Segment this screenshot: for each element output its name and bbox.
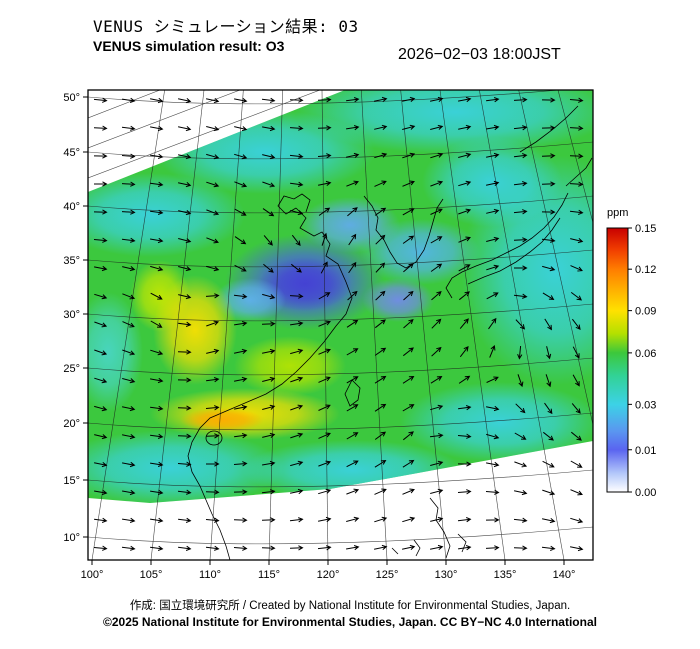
wind-arrows bbox=[93, 96, 584, 552]
x-tick-label: 125° bbox=[376, 569, 399, 581]
x-tick-label: 140° bbox=[553, 569, 576, 581]
credit-line: 作成: 国立環境研究所 / Created by National Instit… bbox=[129, 600, 571, 612]
x-tick-label: 115° bbox=[258, 569, 280, 581]
colorbar-tick-label: 0.12 bbox=[635, 264, 656, 276]
plot-frame bbox=[87, 89, 594, 561]
x-axis: 100° 105° 110° 115° 120° 125° 130° 135° 140° bbox=[81, 560, 576, 581]
colorbar-tick-label: 0.15 bbox=[635, 223, 656, 235]
y-tick-label: 50° bbox=[63, 92, 80, 104]
x-tick-label: 100° bbox=[81, 569, 104, 581]
datetime-label: 2026−02−03 18:00JST bbox=[398, 46, 561, 63]
y-tick-label: 20° bbox=[63, 418, 80, 430]
x-tick-label: 130° bbox=[435, 569, 458, 581]
title-english: VENUS simulation result: O3 bbox=[93, 38, 285, 54]
colorbar-tick-label: 0.06 bbox=[635, 348, 656, 360]
y-tick-label: 15° bbox=[63, 475, 80, 487]
x-tick-label: 120° bbox=[317, 569, 340, 581]
colorbar-gradient bbox=[606, 227, 629, 493]
y-tick-label: 25° bbox=[63, 363, 80, 375]
colorbar: 0.15 0.12 0.09 0.06 0.03 0.01 0.00 bbox=[606, 223, 656, 499]
y-tick-label: 40° bbox=[63, 201, 80, 213]
colorbar-tick-label: 0.01 bbox=[635, 445, 656, 457]
colorbar-tick-label: 0.00 bbox=[635, 487, 656, 499]
x-tick-label: 105° bbox=[140, 569, 163, 581]
coastlines bbox=[187, 105, 593, 560]
colorbar-tick-label: 0.03 bbox=[635, 399, 656, 411]
y-tick-label: 35° bbox=[63, 255, 80, 267]
o3-field bbox=[88, 90, 593, 503]
license-line: ©2025 National Institute for Environment… bbox=[103, 615, 597, 629]
colorbar-unit-label: ppm bbox=[607, 207, 628, 219]
y-tick-label: 30° bbox=[63, 309, 80, 321]
x-tick-label: 135° bbox=[494, 569, 517, 581]
title-japanese: VENUS シミュレーション結果: 03 bbox=[93, 17, 359, 36]
y-tick-label: 45° bbox=[63, 147, 80, 159]
x-tick-label: 110° bbox=[199, 569, 221, 581]
colorbar-tick-label: 0.09 bbox=[635, 306, 656, 318]
y-tick-label: 10° bbox=[63, 532, 80, 544]
y-axis: 50° 45° 40° 35° 30° 25° 20° 15° 10° bbox=[63, 92, 88, 544]
